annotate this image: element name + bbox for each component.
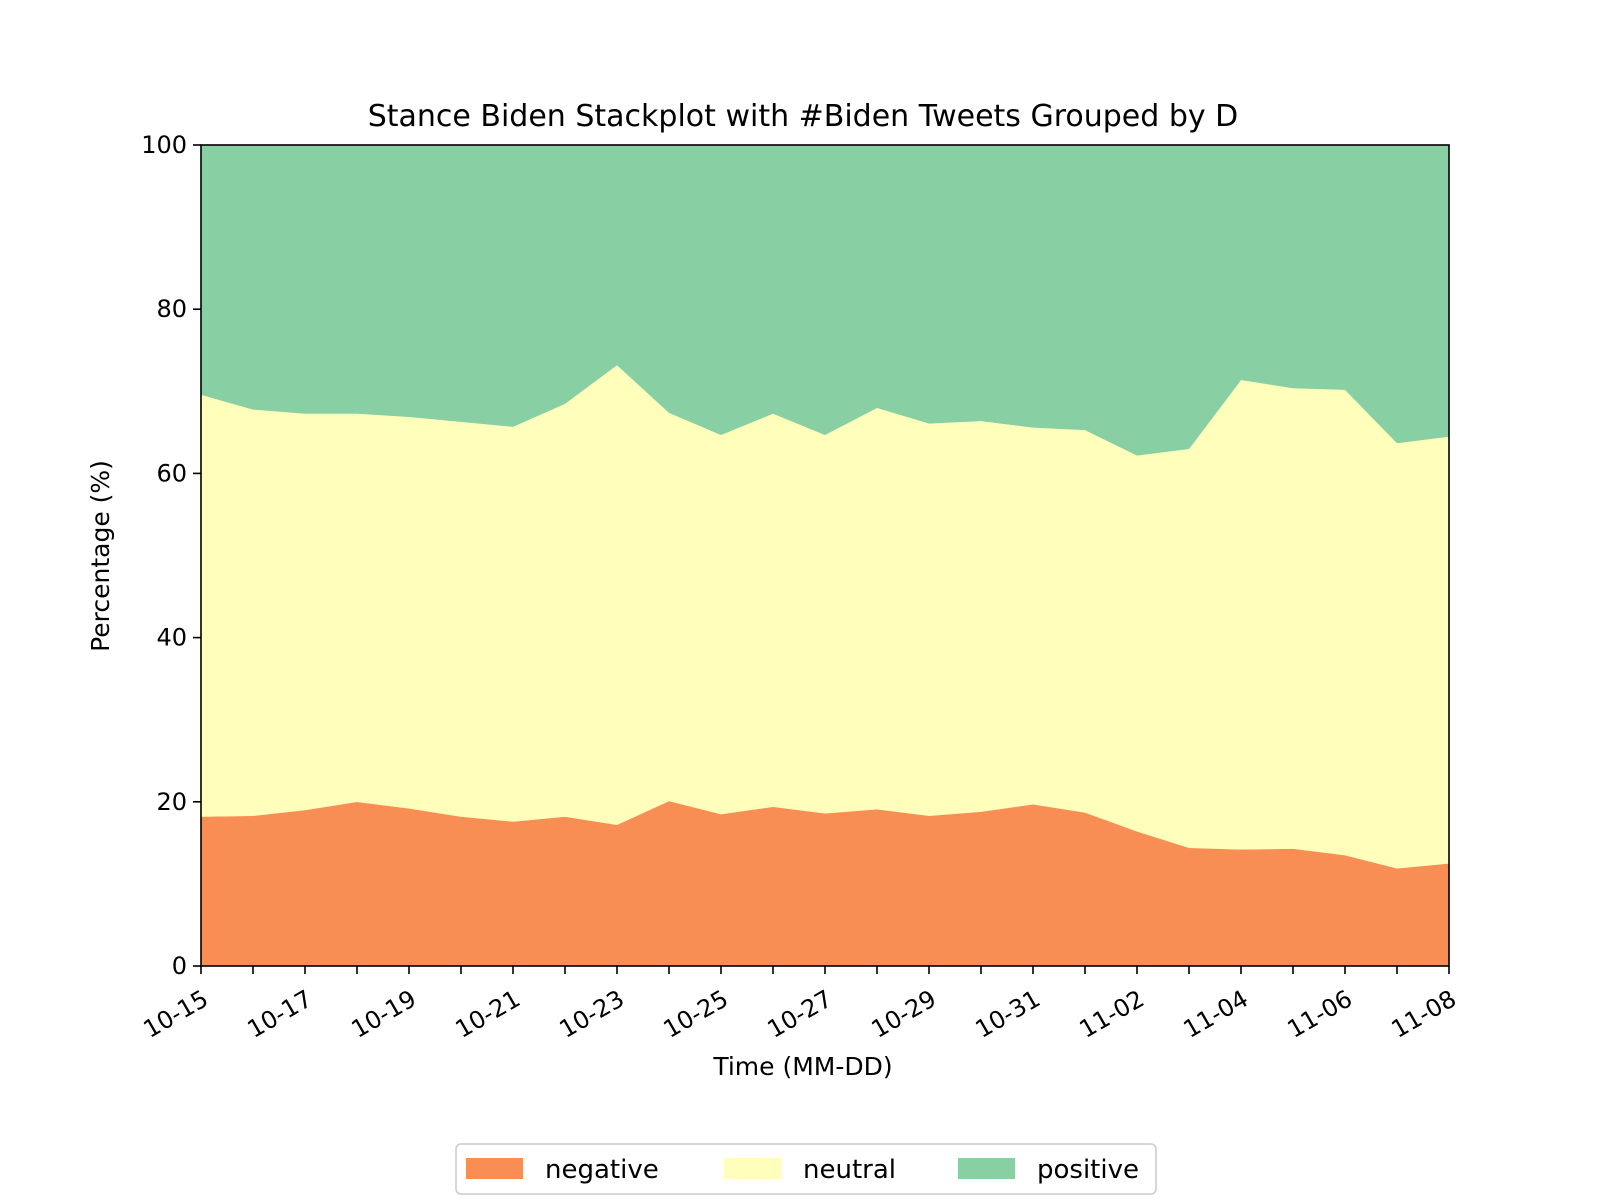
- x-tick-label: 10-27: [763, 985, 837, 1044]
- x-axis: 10-15 10-17 10-19 10-21 10-23 10-25 10-27 10-29…: [139, 966, 1461, 1044]
- legend: negative neutral positive: [455, 1143, 1157, 1195]
- x-tick-label: 10-31: [971, 985, 1045, 1044]
- legend-label-negative: negative: [545, 1155, 659, 1185]
- x-tick-label: 11-04: [1179, 985, 1253, 1044]
- x-tick-label: 10-23: [555, 985, 629, 1044]
- x-tick-label: 10-29: [867, 985, 941, 1044]
- legend-swatch-negative: [466, 1158, 523, 1179]
- y-tick-label: 20: [156, 788, 187, 816]
- y-tick-label: 60: [156, 459, 187, 487]
- x-tick-label: 10-17: [243, 985, 317, 1044]
- legend-box: [455, 1143, 1157, 1195]
- x-tick-label: 11-08: [1387, 985, 1461, 1044]
- x-tick-label: 11-06: [1283, 985, 1357, 1044]
- y-axis-title: Percentage (%): [86, 460, 115, 652]
- y-axis: 0 20 40 60 80 100: [141, 131, 201, 980]
- x-axis-title: Time (MM-DD): [712, 1052, 892, 1081]
- area-neutral: [200, 364, 1450, 869]
- legend-label-neutral: neutral: [803, 1155, 896, 1185]
- legend-swatch-positive: [958, 1158, 1015, 1179]
- x-tick-label: 10-25: [659, 985, 733, 1044]
- legend-swatch-neutral: [724, 1158, 781, 1179]
- stacked-areas: [200, 144, 1450, 967]
- y-tick-label: 40: [156, 624, 187, 652]
- x-tick-label: 10-15: [139, 985, 213, 1044]
- chart-title: Stance Biden Stackplot with #Biden Tweet…: [368, 99, 1239, 134]
- x-tick-label: 11-02: [1075, 985, 1149, 1044]
- y-tick-label: 100: [141, 131, 187, 159]
- x-tick-label: 10-19: [347, 985, 421, 1044]
- x-tick-label: 10-21: [451, 985, 525, 1044]
- legend-label-positive: positive: [1037, 1155, 1139, 1185]
- y-tick-label: 0: [172, 952, 187, 980]
- y-tick-label: 80: [156, 295, 187, 323]
